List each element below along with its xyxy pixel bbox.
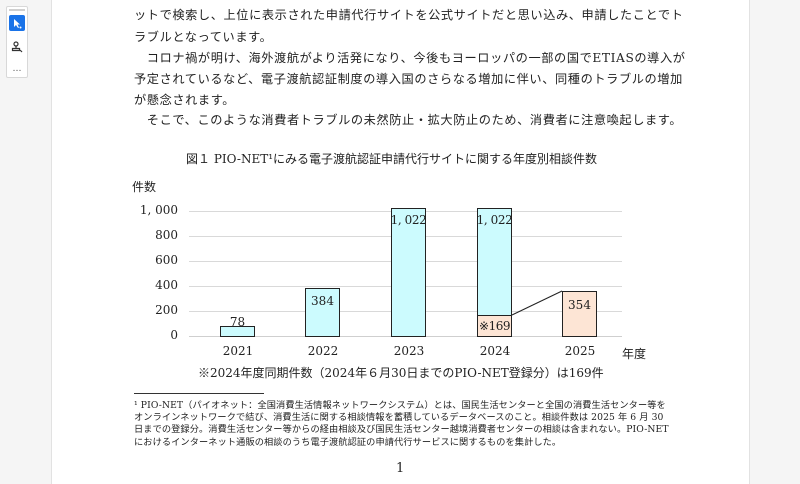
chart-note: ※2024年度同期件数（2024年６月30日までのPIO-NET登録分）は169…	[198, 366, 604, 380]
bar-label-2023: 1, 022	[390, 213, 427, 227]
stamp-tool-button[interactable]	[9, 39, 25, 55]
bar-label-2024: 1, 022	[476, 213, 513, 227]
bar-label-2022: 384	[311, 294, 334, 308]
footnote-line: オンラインネットワークで結び、消費生活に関する相談情報を蓄積しているデータベース…	[134, 412, 664, 424]
more-icon: …	[12, 64, 22, 74]
bar-2022	[305, 288, 340, 337]
y-tick: 600	[155, 253, 178, 267]
footnote: ¹ PIO-NET（パイオネット：全国消費生活情報ネットワークシステム）とは、国…	[134, 400, 669, 449]
bar-2023	[391, 208, 426, 337]
figure-caption: 図１ PIO-NET¹にみる電子渡航認証申請代行サイトに関する年度別相談件数	[186, 152, 598, 166]
x-tick: 2021	[222, 344, 254, 358]
bar-label-2025: 354	[568, 298, 591, 312]
bar-2025	[562, 291, 597, 337]
bar-2021	[220, 326, 255, 337]
body-text-line: 予定されているなど、電子渡航認証制度の導入国のさらなる増加に伴い、同種のトラブル…	[134, 72, 683, 86]
y-tick: 200	[155, 303, 178, 317]
bar-label-2024-same-period: ※169	[479, 319, 510, 333]
bar-2024-same-period	[477, 315, 512, 337]
more-tools-button[interactable]: …	[9, 61, 25, 77]
x-axis-title: 年度	[622, 347, 647, 361]
body-text-line: ラブルとなっています。	[134, 30, 273, 44]
x-tick: 2025	[564, 344, 596, 358]
footnote-line: ¹ PIO-NET（パイオネット：全国消費生活情報ネットワークシステム）とは、国…	[134, 400, 666, 411]
select-tool-button[interactable]	[9, 15, 25, 31]
bar-label-2021: 78	[229, 315, 246, 329]
x-tick: 2023	[393, 344, 425, 358]
footnote-separator	[134, 393, 264, 394]
x-tick: 2024	[479, 344, 511, 358]
x-tick: 2022	[307, 344, 339, 358]
body-text-line: そこで、このような消費者トラブルの未然防止・拡大防止のため、消費者に注意喚起しま…	[134, 113, 683, 127]
footnote-line: におけるインターネット通販の相談のうち電子渡航認証の申請代行サービスに関するもの…	[134, 436, 562, 448]
cursor-icon	[14, 18, 22, 28]
body-text-line: ットで検索し、上位に表示された申請代行サイトを公式サイトだと思い込み、申請したこ…	[134, 8, 684, 22]
y-tick: 0	[170, 328, 178, 342]
y-tick: 800	[155, 228, 178, 242]
annotation-toolbar: …	[6, 6, 28, 78]
y-axis-title: 件数	[132, 180, 157, 194]
stamp-icon	[11, 41, 23, 53]
y-tick: 1, 000	[139, 203, 178, 217]
document-page: ットで検索し、上位に表示された申請代行サイトを公式サイトだと思い込み、申請したこ…	[51, 0, 750, 484]
toolbar-drag-handle[interactable]	[9, 9, 25, 11]
y-tick: 400	[155, 278, 178, 292]
connector-line	[511, 290, 563, 316]
page-number: 1	[396, 461, 405, 476]
bar-2024	[477, 208, 512, 316]
body-text-line: が懸念されます。	[134, 93, 236, 107]
footnote-line: 日までの登録分。消費生活センター等からの経由相談及び国民生活センター越境消費者セ…	[134, 424, 669, 436]
body-text-line: コロナ禍が明け、海外渡航がより活発になり、今後もヨーロッパの一部の国でETIAS…	[134, 51, 686, 65]
